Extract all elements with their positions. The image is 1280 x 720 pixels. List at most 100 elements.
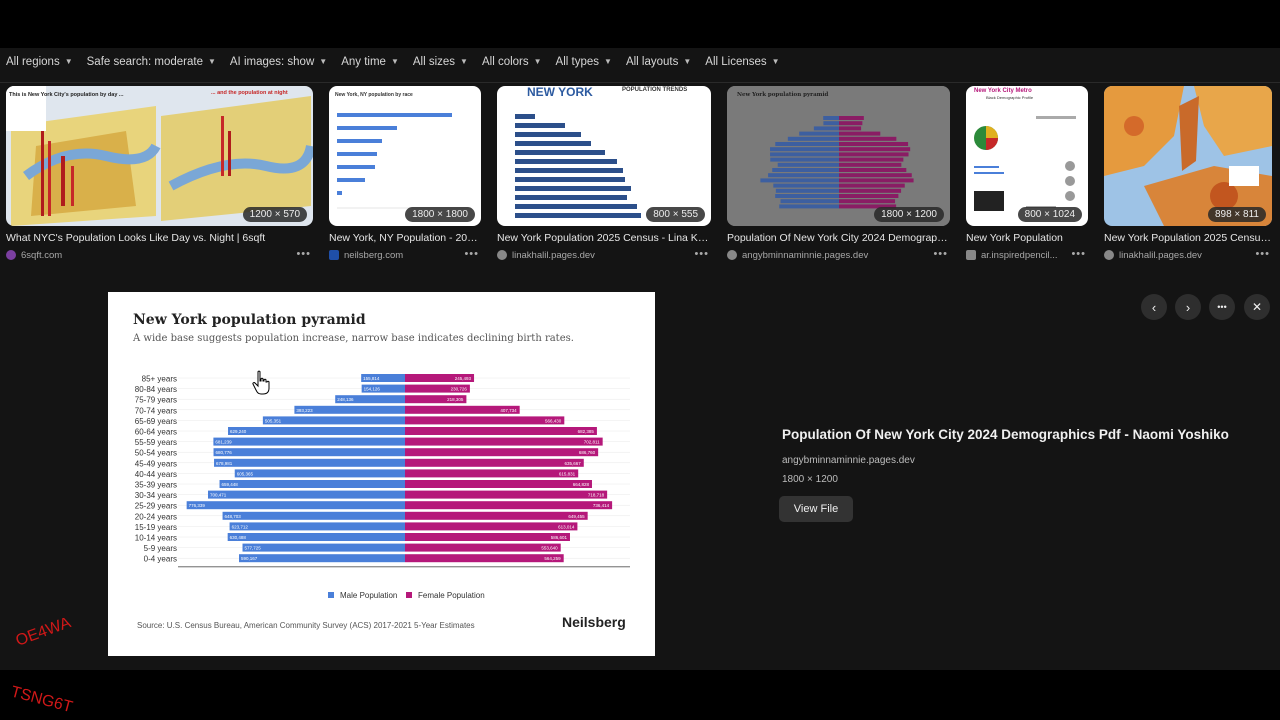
view-file-button[interactable]: View File (779, 496, 853, 522)
result-title[interactable]: What NYC's Population Looks Like Day vs.… (6, 232, 266, 244)
age-group-label: 50-54 years (135, 449, 177, 458)
male-bar (294, 405, 405, 414)
dimensions-badge: 898 × 811 (1207, 207, 1266, 222)
female-bar (405, 416, 565, 425)
female-data-label: 564,259 (544, 556, 561, 561)
svg-text:POPULATION TRENDS: POPULATION TRENDS (622, 87, 687, 93)
male-bar (214, 458, 405, 467)
female-bar (405, 458, 584, 467)
more-options-icon[interactable]: ••• (1071, 248, 1086, 260)
mini-female-bar (839, 131, 881, 136)
age-group-label: 65-69 years (135, 417, 177, 426)
next-image-button[interactable]: › (1175, 294, 1201, 320)
mini-male-bar (780, 199, 839, 204)
filter-licenses[interactable]: All Licenses ▼ (705, 56, 780, 68)
male-data-label: 623,712 (232, 524, 249, 529)
filter-safe-search[interactable]: Safe search: moderate ▼ (86, 56, 216, 68)
mini-female-bar (839, 121, 863, 126)
female-bar (405, 490, 608, 499)
more-options-icon[interactable]: ••• (464, 248, 479, 260)
more-options-button[interactable]: ••• (1209, 294, 1235, 320)
male-bar (228, 427, 405, 435)
filter-layouts[interactable]: All layouts ▼ (625, 56, 692, 68)
result-card-selected[interactable]: New York population pyramid 1800 × 1200 … (727, 86, 950, 261)
filter-types[interactable]: All types ▼ (555, 56, 612, 68)
female-data-label: 553,640 (541, 546, 558, 551)
nyc-heat-map-image (1104, 86, 1272, 226)
close-preview-button[interactable]: ✕ (1244, 294, 1270, 320)
male-data-label: 680,776 (216, 450, 233, 455)
filter-ai-images[interactable]: AI images: show ▼ (229, 56, 328, 68)
result-source[interactable]: ar.inspiredpencil... ••• (966, 248, 1088, 261)
filter-colors[interactable]: All colors ▼ (481, 56, 542, 68)
male-data-label: 248,136 (337, 397, 354, 402)
mini-male-bar (823, 116, 839, 120)
female-data-label: 218,305 (447, 397, 464, 402)
result-card[interactable]: New York City Metro Black Demographic Pr… (966, 86, 1088, 261)
result-card[interactable]: 898 × 811 New York Population 2025 Censu… (1104, 86, 1272, 261)
chevron-down-icon: ▼ (64, 57, 73, 66)
male-data-label: 605,365 (237, 471, 254, 476)
more-options-icon[interactable]: ••• (296, 248, 311, 260)
result-thumbnail[interactable]: New York City Metro Black Demographic Pr… (966, 86, 1088, 226)
filter-time[interactable]: Any time ▼ (341, 56, 399, 68)
more-options-icon[interactable]: ••• (694, 248, 709, 260)
result-title[interactable]: New York, NY Population - 2023 ... (329, 232, 481, 244)
mini-male-bar (770, 147, 839, 152)
male-data-label: 678,981 (216, 461, 233, 466)
filter-sizes[interactable]: All sizes ▼ (412, 56, 468, 68)
filter-regions[interactable]: All regions ▼ (6, 56, 73, 68)
result-title[interactable]: New York Population 2025 Census - Lina K… (497, 232, 711, 244)
male-bar (242, 543, 405, 552)
mini-female-bar (839, 157, 904, 162)
svg-text:This is New York City's popula: This is New York City's population by da… (9, 92, 124, 98)
population-trends-image: NEW YORK POPULATION TRENDS (497, 86, 711, 226)
female-bar (405, 543, 561, 552)
result-title[interactable]: Population Of New York City 2024 Demogra… (727, 232, 950, 244)
mini-male-bar (787, 136, 839, 141)
female-data-label: 736,414 (593, 503, 610, 508)
female-bar (405, 469, 579, 478)
result-source[interactable]: linakhalil.pages.dev ••• (497, 248, 711, 261)
female-bar (405, 554, 564, 563)
female-bar (405, 522, 578, 531)
result-card[interactable]: This is New York City's population by da… (6, 86, 313, 261)
preview-domain[interactable]: angybminnaminnie.pages.dev (782, 455, 915, 466)
age-group-label: 85+ years (142, 375, 177, 384)
age-group-label: 15-19 years (135, 523, 177, 532)
female-bar (405, 501, 613, 510)
bottom-black-bar (0, 670, 1280, 720)
previous-image-button[interactable]: ‹ (1141, 294, 1167, 320)
image-preview[interactable]: New York population pyramid A wide base … (108, 292, 655, 656)
female-bar (405, 395, 467, 404)
mini-female-bar (839, 126, 862, 131)
dimensions-badge: 1800 × 1200 (874, 207, 944, 222)
female-data-label: 407,734 (500, 408, 517, 413)
preview-title[interactable]: Population Of New York City 2024 Demogra… (782, 427, 1229, 442)
result-source[interactable]: 6sqft.com ••• (6, 248, 313, 261)
mini-female-bar (839, 194, 899, 198)
result-title[interactable]: New York Population 2025 Census -... (1104, 232, 1272, 244)
result-thumbnail[interactable]: New York, NY population by race 1800 × 1… (329, 86, 481, 226)
male-data-label: 681,239 (215, 440, 232, 445)
result-title[interactable]: New York Population (966, 232, 1063, 244)
result-thumbnail[interactable]: 898 × 811 (1104, 86, 1272, 226)
more-options-icon[interactable]: ••• (933, 248, 948, 260)
result-card[interactable]: NEW YORK POPULATION TRENDS 800 × 555 New… (497, 86, 711, 261)
result-source[interactable]: angybminnaminnie.pages.dev ••• (727, 248, 950, 261)
result-thumbnail[interactable]: This is New York City's population by da… (6, 86, 313, 226)
mini-male-bar (775, 142, 839, 146)
result-thumbnail[interactable]: NEW YORK POPULATION TRENDS 800 × 555 (497, 86, 711, 226)
mini-male-bar (779, 204, 839, 209)
male-data-label: 648,703 (225, 514, 242, 519)
mini-female-bar (839, 204, 897, 209)
result-source[interactable]: linakhalil.pages.dev ••• (1104, 248, 1272, 261)
result-thumbnail[interactable]: New York population pyramid 1800 × 1200 (727, 86, 950, 226)
mini-male-bar (768, 173, 839, 178)
result-card[interactable]: New York, NY population by race 1800 × 1… (329, 86, 481, 261)
female-bar (405, 437, 603, 446)
mini-female-bar (839, 162, 902, 167)
result-source[interactable]: neilsberg.com ••• (329, 248, 481, 261)
more-options-icon[interactable]: ••• (1255, 248, 1270, 260)
female-bar (405, 480, 592, 488)
